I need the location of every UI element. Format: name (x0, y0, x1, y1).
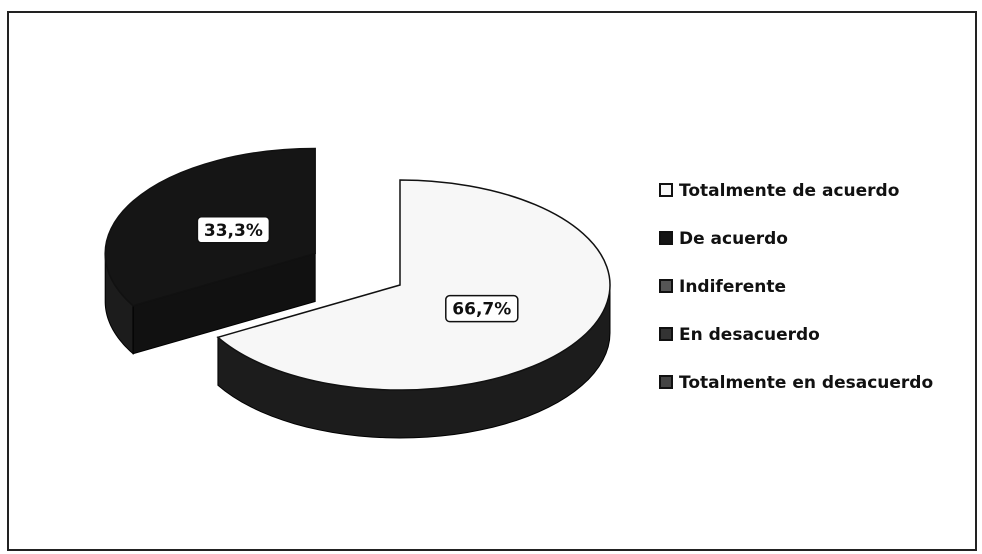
data-label-box (445, 294, 519, 323)
legend-label: En desacuerdo (679, 325, 820, 345)
slice (216, 179, 611, 391)
legend-marker (659, 279, 673, 293)
data-label: 33,3% (204, 221, 263, 241)
legend-marker (659, 231, 673, 245)
legend-label: Indiferente (679, 277, 786, 297)
data-label: 66,7% (452, 300, 511, 320)
data-label-box (196, 216, 271, 244)
legend-marker (659, 183, 673, 197)
legend-label: Totalmente en desacuerdo (679, 373, 933, 393)
legend-label: Totalmente de acuerdo (679, 181, 899, 201)
legend-marker (659, 327, 673, 341)
legend-marker (659, 375, 673, 389)
legend-label: De acuerdo (679, 229, 788, 249)
